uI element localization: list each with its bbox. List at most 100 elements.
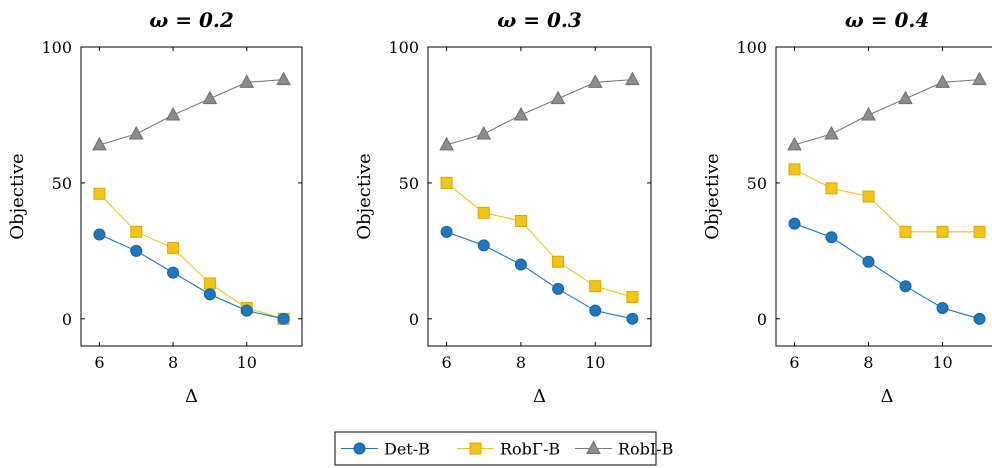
- data-point-Det-B: [973, 312, 986, 325]
- data-point-Det-B: [240, 304, 253, 317]
- data-point-RobI-B: [92, 136, 107, 151]
- data-point-RobΓ-B: [936, 225, 949, 238]
- series-line-Det-B: [446, 231, 633, 320]
- legend: Det-B RobΓ-B RobI-B: [334, 431, 673, 466]
- x-tick-label: 8: [516, 353, 526, 372]
- data-point-Det-B: [825, 231, 838, 244]
- y-tick-label: 50: [52, 174, 72, 193]
- data-point-Det-B: [130, 244, 143, 257]
- data-point-RobΓ-B: [899, 225, 912, 238]
- data-point-RobΓ-B: [626, 291, 639, 304]
- y-axis-label: Objective: [354, 153, 375, 239]
- x-tick-label: 8: [863, 353, 873, 372]
- plot-frame: [775, 46, 992, 347]
- x-tick-label: 10: [237, 353, 257, 372]
- series-line-RobΓ-B: [446, 182, 633, 298]
- series-line-RobI-B: [446, 79, 633, 146]
- data-point-Det-B: [203, 288, 216, 301]
- data-point-RobΓ-B: [93, 187, 106, 200]
- data-point-Det-B: [477, 239, 490, 252]
- y-axis-label: Objective: [7, 153, 28, 239]
- y-tick-label: 100: [388, 38, 419, 57]
- y-tick-label: 0: [409, 310, 419, 329]
- legend-label: RobΓ-B: [500, 440, 560, 459]
- data-point-Det-B: [552, 282, 565, 295]
- data-point-RobI-B: [972, 71, 987, 86]
- data-point-RobΓ-B: [167, 242, 180, 255]
- data-point-RobI-B: [239, 74, 255, 88]
- y-tick-label: 0: [62, 310, 72, 329]
- x-axis-label: Δ: [185, 386, 198, 407]
- x-tick-label: 8: [168, 353, 178, 372]
- series-line-RobΓ-B: [99, 193, 284, 320]
- series-line-Det-B: [99, 234, 284, 320]
- data-point-RobI-B: [276, 71, 291, 86]
- legend-marker-RobI-B: [586, 440, 601, 454]
- data-point-RobI-B: [587, 74, 603, 88]
- data-point-Det-B: [440, 225, 453, 238]
- data-point-Det-B: [899, 280, 912, 293]
- x-axis-label: Δ: [533, 386, 546, 407]
- data-point-RobΓ-B: [130, 225, 143, 238]
- x-axis-label: Δ: [881, 386, 894, 407]
- y-tick-label: 0: [757, 310, 767, 329]
- data-point-RobΓ-B: [440, 176, 453, 189]
- data-point-RobI-B: [202, 90, 218, 105]
- data-point-RobΓ-B: [552, 255, 565, 268]
- x-tick-label: 6: [789, 353, 799, 372]
- chart-title: ω = 0.4: [845, 8, 930, 32]
- data-point-RobI-B: [787, 136, 802, 151]
- data-point-RobΓ-B: [788, 163, 801, 176]
- data-point-RobI-B: [935, 74, 950, 88]
- series-line-RobI-B: [99, 79, 284, 146]
- series-line-RobΓ-B: [794, 168, 980, 233]
- data-point-RobΓ-B: [825, 182, 838, 195]
- legend-marker-RobΓ-B: [469, 442, 482, 455]
- y-tick-label: 50: [747, 174, 767, 193]
- data-point-RobΓ-B: [514, 214, 527, 227]
- y-axis-label: Objective: [702, 153, 723, 239]
- data-point-Det-B: [788, 217, 801, 230]
- legend-marker-Det-B: [353, 442, 366, 455]
- data-point-RobI-B: [476, 125, 492, 140]
- data-point-RobI-B: [550, 90, 566, 105]
- data-point-Det-B: [936, 301, 949, 314]
- legend-label: RobI-B: [618, 440, 673, 459]
- y-tick-label: 100: [41, 38, 72, 57]
- data-point-RobΓ-B: [862, 190, 875, 203]
- x-tick-label: 10: [932, 353, 952, 372]
- x-tick-label: 6: [441, 353, 451, 372]
- chart-title: ω = 0.2: [149, 8, 234, 32]
- data-point-RobI-B: [898, 90, 913, 105]
- y-tick-label: 50: [399, 174, 419, 193]
- data-point-Det-B: [167, 266, 180, 279]
- data-point-RobΓ-B: [203, 277, 216, 290]
- data-point-RobI-B: [128, 125, 144, 140]
- x-tick-label: 10: [585, 353, 605, 372]
- plot-frame: [80, 46, 303, 347]
- data-point-RobI-B: [625, 71, 640, 86]
- y-tick-label: 100: [736, 38, 767, 57]
- data-point-RobI-B: [513, 106, 529, 121]
- data-point-Det-B: [626, 312, 639, 325]
- data-point-RobΓ-B: [589, 280, 602, 293]
- series-line-RobI-B: [794, 79, 980, 146]
- chart-title: ω = 0.3: [497, 8, 582, 32]
- data-point-RobI-B: [861, 106, 876, 121]
- data-point-RobI-B: [439, 136, 454, 151]
- series-line-Det-B: [794, 223, 980, 320]
- data-point-Det-B: [589, 304, 602, 317]
- legend-label: Det-B: [384, 440, 430, 459]
- data-point-RobI-B: [824, 125, 839, 140]
- data-point-RobΓ-B: [973, 225, 986, 238]
- data-point-Det-B: [277, 312, 290, 325]
- data-point-Det-B: [514, 258, 527, 271]
- plot-frame: [427, 46, 652, 347]
- x-tick-label: 6: [94, 353, 104, 372]
- data-point-RobI-B: [165, 106, 181, 121]
- data-point-RobΓ-B: [477, 206, 490, 219]
